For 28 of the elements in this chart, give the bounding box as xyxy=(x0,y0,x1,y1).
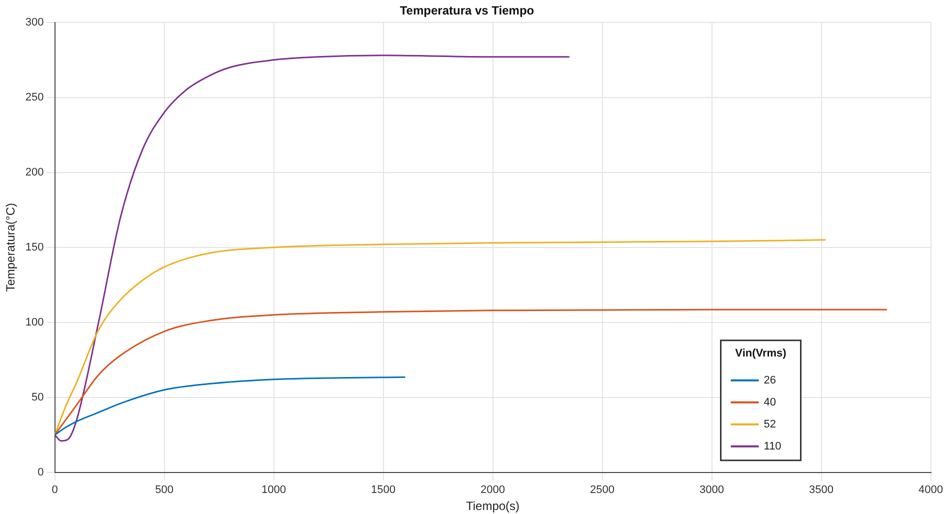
y-tick-label: 200 xyxy=(25,166,44,178)
x-tick-label: 4000 xyxy=(918,484,944,496)
y-axis-title: Temperatura(°C) xyxy=(4,202,18,292)
y-tick-label: 250 xyxy=(25,91,44,104)
line-series xyxy=(54,54,570,442)
x-tick-label: 2000 xyxy=(480,484,505,496)
legend-label: 52 xyxy=(764,418,776,430)
line-series xyxy=(54,239,826,436)
y-tick-label: 100 xyxy=(25,316,44,328)
x-tick-label: 1000 xyxy=(262,484,286,496)
x-tick-label: 3500 xyxy=(809,484,834,496)
x-tick-label: 1500 xyxy=(371,484,396,496)
x-tick-label: 2500 xyxy=(590,484,615,496)
x-tick-label: 500 xyxy=(155,484,174,496)
chart-title: Temperatura vs Tiempo xyxy=(400,4,534,18)
y-tick-label: 300 xyxy=(25,16,44,28)
legend-label: 110 xyxy=(764,440,782,452)
y-tick-label: 0 xyxy=(38,466,44,478)
x-tick-label: 0 xyxy=(52,484,58,496)
legend-label: 26 xyxy=(764,374,776,386)
y-tick-label: 150 xyxy=(25,241,44,254)
legend-label: 40 xyxy=(764,396,776,408)
line-series xyxy=(54,376,406,436)
legend-title: Vin(Vrms) xyxy=(735,347,787,360)
x-axis-title: Tiempo(s) xyxy=(466,499,520,514)
line-series xyxy=(54,308,888,436)
y-tick-label: 50 xyxy=(32,391,44,404)
x-tick-label: 3000 xyxy=(700,484,724,496)
